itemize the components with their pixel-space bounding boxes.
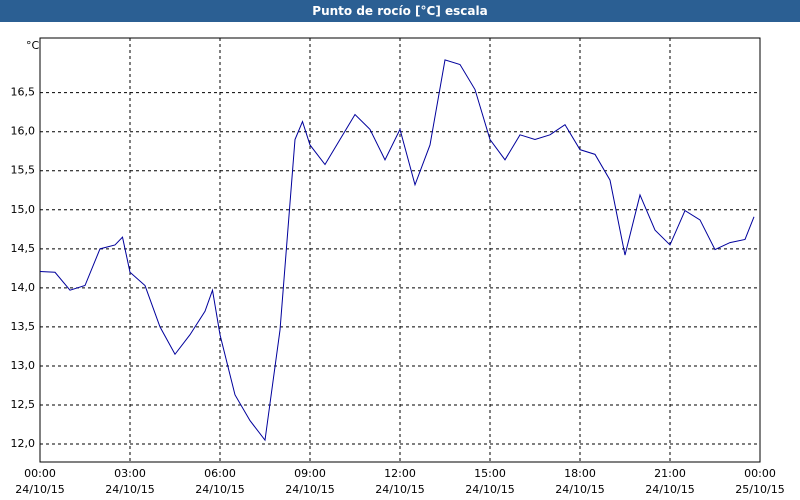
y-tick-label: 14,5 <box>11 242 36 255</box>
x-tick-date: 24/10/15 <box>105 483 154 496</box>
x-tick-label: 21:00 <box>654 467 686 480</box>
x-tick-date: 24/10/15 <box>645 483 694 496</box>
x-tick-label: 12:00 <box>384 467 416 480</box>
x-tick-label: 00:00 <box>744 467 776 480</box>
x-tick-label: 09:00 <box>294 467 326 480</box>
x-tick-date: 24/10/15 <box>285 483 334 496</box>
x-tick-label: 00:00 <box>24 467 56 480</box>
x-tick-label: 15:00 <box>474 467 506 480</box>
y-tick-label: 14,0 <box>11 281 36 294</box>
y-tick-label: 15,0 <box>11 203 36 216</box>
y-tick-label: 15,5 <box>11 164 36 177</box>
y-unit: °C <box>26 39 40 52</box>
y-tick-label: 16,0 <box>11 125 36 138</box>
y-tick-label: 16,5 <box>11 86 36 99</box>
y-tick-label: 13,5 <box>11 320 36 333</box>
x-tick-label: 18:00 <box>564 467 596 480</box>
x-tick-date: 24/10/15 <box>195 483 244 496</box>
y-tick-label: 12,5 <box>11 398 36 411</box>
x-tick-label: 06:00 <box>204 467 236 480</box>
y-tick-label: 12,0 <box>11 437 36 450</box>
x-tick-date: 24/10/15 <box>15 483 64 496</box>
y-tick-label: 13,0 <box>11 359 36 372</box>
x-tick-label: 03:00 <box>114 467 146 480</box>
x-tick-date: 24/10/15 <box>465 483 514 496</box>
plot-frame <box>39 37 761 463</box>
data-line <box>39 59 755 442</box>
x-tick-date: 24/10/15 <box>555 483 604 496</box>
x-tick-date: 24/10/15 <box>375 483 424 496</box>
title-bar: Punto de rocío [°C] escala <box>0 0 800 22</box>
x-tick-date: 25/10/15 <box>735 483 784 496</box>
